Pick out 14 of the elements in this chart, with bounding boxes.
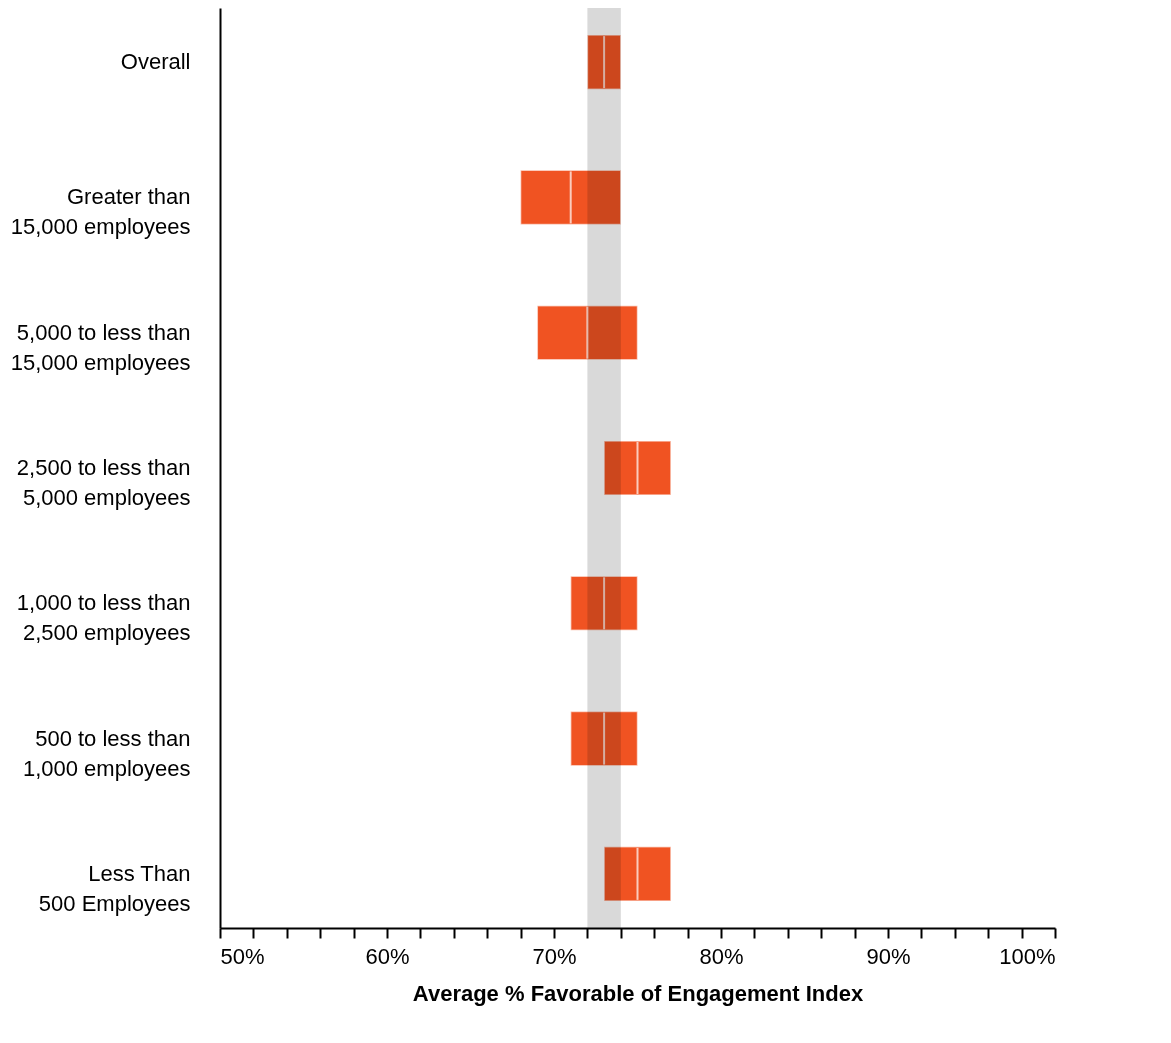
y-tick-label: 1,000 to less than 2,500 employees <box>16 590 191 646</box>
y-tick-label: Less Than 500 Employees <box>38 860 191 916</box>
x-axis-title: Average % Favorable of Engagement Index <box>412 980 864 1006</box>
x-tick-label: 50% <box>220 943 265 969</box>
y-tick-label: 5,000 to less than 15,000 employees <box>10 319 191 375</box>
y-tick-label: Greater than 15,000 employees <box>10 184 191 240</box>
x-tick-label: 70% <box>532 943 577 969</box>
x-tick-label: 90% <box>866 943 911 969</box>
y-tick-label: 2,500 to less than 5,000 employees <box>16 455 191 510</box>
x-tick-label: 80% <box>699 943 744 969</box>
y-tick-label: Overall <box>120 49 191 75</box>
x-tick-label: 100% <box>999 943 1056 969</box>
y-tick-label: 500 to less than 1,000 employees <box>22 725 191 781</box>
x-tick-label: 60% <box>365 943 410 969</box>
